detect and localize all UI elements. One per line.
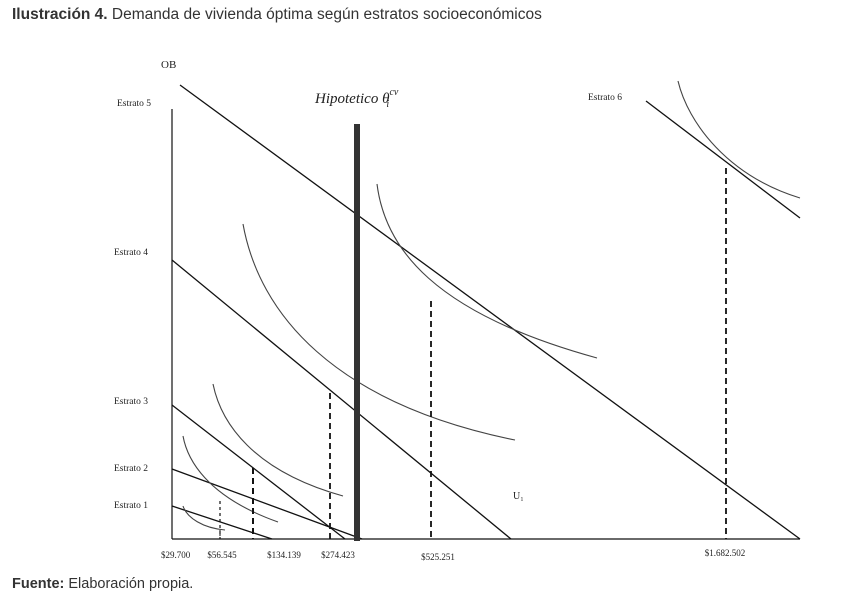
budget-line-estrato-3 <box>171 404 346 540</box>
indifference-curve-estrato-4 <box>242 223 516 441</box>
stratum-label-estrato-3: Estrato 3 <box>114 397 148 407</box>
figure-caption: Ilustración 4. Demanda de vivienda óptim… <box>12 6 542 24</box>
source-label: Fuente: <box>12 576 65 592</box>
stratum-label-estrato-1: Estrato 1 <box>114 501 148 511</box>
indifference-curve-estrato-2 <box>182 435 279 523</box>
indifference-curve-estrato-5 <box>376 183 598 359</box>
budget-line-estrato-6 <box>645 100 801 219</box>
stratum-label-estrato-2: Estrato 2 <box>114 464 148 474</box>
budget-line-estrato-1 <box>171 505 273 540</box>
threshold-label-main: Hipotetico θ <box>314 91 390 107</box>
source-text: Elaboración propia. <box>64 576 194 592</box>
figure-source: Fuente: Elaboración propia. <box>12 576 193 592</box>
budget-line-estrato-5 <box>179 84 801 540</box>
stratum-label-estrato-6: Estrato 6 <box>588 93 622 103</box>
threshold-label: Hipotetico θcv i <box>314 87 399 110</box>
caption-text: Demanda de vivienda óptima según estrato… <box>107 6 542 23</box>
chart-background <box>103 48 803 570</box>
price-label-estrato-3: $134.139 <box>267 550 301 560</box>
indifference-curve-estrato-3 <box>212 383 344 497</box>
price-label-estrato-6: $1.682.502 <box>705 548 746 558</box>
stratum-label-estrato-4: Estrato 4 <box>114 248 148 258</box>
y-axis-label: OB <box>161 59 176 71</box>
indifference-curve-estrato-6 <box>677 80 801 199</box>
price-label-estrato-5: $525.251 <box>421 552 455 562</box>
housing-demand-chart: OB Hipotetico θcv i U₁ Estrato 1 Estrato 2… <box>103 48 803 570</box>
indifference-curve-estrato-1 <box>182 505 226 531</box>
threshold-label-sup: cv <box>389 87 398 98</box>
threshold-label-sub: i <box>386 99 389 110</box>
price-label-estrato-4: $274.423 <box>321 550 355 560</box>
price-label-estrato-1: $29.700 <box>161 550 191 560</box>
price-label-estrato-2: $56.545 <box>207 550 237 560</box>
caption-label: Ilustración 4. <box>12 6 108 23</box>
curve-label-u1: U₁ <box>513 491 524 502</box>
stratum-label-estrato-5: Estrato 5 <box>117 99 151 109</box>
budget-line-estrato-4 <box>171 259 512 540</box>
